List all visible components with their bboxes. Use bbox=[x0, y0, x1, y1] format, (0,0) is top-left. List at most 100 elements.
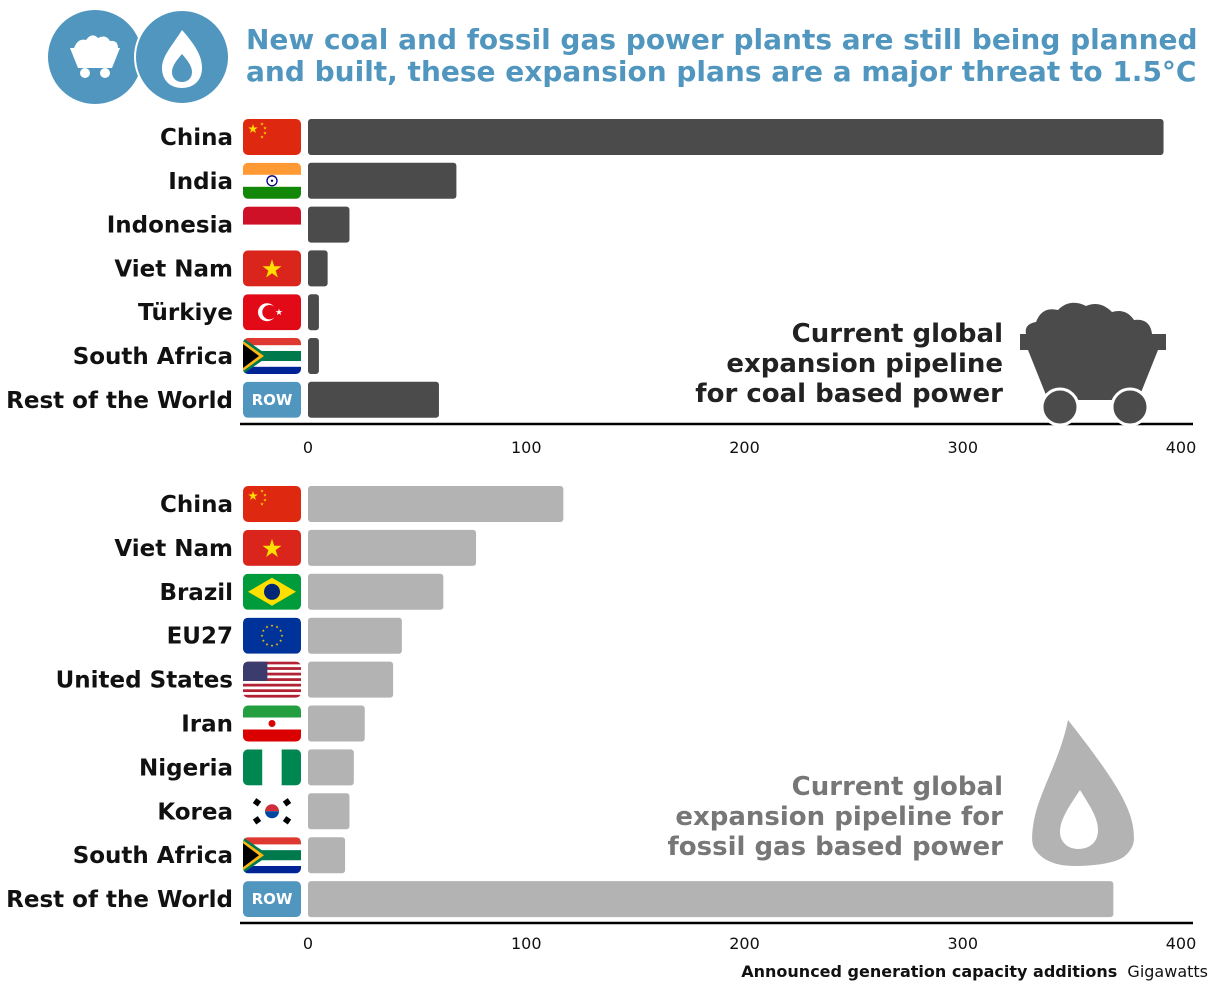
pipeline-annotation: Current global expansion pipeline for foss… bbox=[667, 772, 1003, 862]
bar bbox=[308, 162, 457, 199]
bar-row: Viet Nam bbox=[114, 529, 477, 566]
flame-large-icon bbox=[1032, 720, 1134, 866]
bar bbox=[308, 486, 564, 522]
category-label: South Africa bbox=[73, 344, 233, 370]
flag-south-africa-icon bbox=[243, 338, 301, 374]
x-tick-label: 100 bbox=[511, 934, 542, 953]
x-tick-label: 200 bbox=[729, 438, 760, 457]
bar bbox=[308, 338, 319, 374]
x-axis-title: Announced generation capacity additions … bbox=[741, 962, 1208, 981]
bar-row: Brazil bbox=[159, 573, 444, 610]
bar bbox=[308, 250, 328, 287]
bar-row: China bbox=[160, 119, 1164, 155]
flag-nigeria-icon bbox=[243, 749, 301, 786]
category-label: Viet Nam bbox=[114, 536, 233, 562]
row-badge-text: ROW bbox=[252, 391, 293, 409]
x-tick-label: 100 bbox=[511, 438, 542, 457]
x-tick-label: 300 bbox=[947, 934, 978, 953]
chart-title-line-1: New coal and fossil gas power plants are… bbox=[246, 23, 1198, 56]
category-label: EU27 bbox=[167, 624, 233, 650]
chart-panel-gas: China Viet Nam Brazil EU27 United States Iran… bbox=[6, 486, 1196, 953]
flag-viet-nam-icon bbox=[243, 529, 301, 566]
x-axis-unit: Gigawatts bbox=[1127, 962, 1208, 981]
chart-title: New coal and fossil gas power plants are… bbox=[246, 24, 1206, 88]
coal-cart-icon bbox=[48, 10, 142, 104]
x-tick-label: 0 bbox=[303, 438, 313, 457]
pipeline-annotation-line: expansion pipeline bbox=[726, 349, 1003, 379]
x-tick-label: 400 bbox=[1166, 934, 1197, 953]
chart-panel-coal: China India Indonesia Viet Nam Türkiye South … bbox=[6, 119, 1196, 457]
category-label: United States bbox=[56, 668, 233, 694]
pipeline-annotation: Current global expansion pipeline for coal… bbox=[695, 319, 1003, 409]
pipeline-annotation-line: Current global bbox=[792, 772, 1003, 802]
row-badge-text: ROW bbox=[252, 890, 293, 908]
bar-row: Indonesia bbox=[107, 206, 350, 243]
category-label: South Africa bbox=[73, 843, 233, 869]
flag-eu27-icon bbox=[243, 617, 301, 654]
bar bbox=[308, 206, 350, 243]
bar-row: China bbox=[160, 486, 564, 522]
bar bbox=[308, 881, 1114, 918]
pipeline-annotation-line: Current global bbox=[792, 319, 1003, 349]
flag-brazil-icon bbox=[243, 573, 301, 610]
bar-row: EU27 bbox=[167, 617, 402, 654]
bar-row: Nigeria bbox=[139, 749, 354, 786]
category-label: Rest of the World bbox=[6, 388, 233, 414]
bar bbox=[308, 793, 350, 830]
category-label: Nigeria bbox=[139, 755, 233, 781]
bar bbox=[308, 705, 365, 742]
panels-layer: China India Indonesia Viet Nam Türkiye South … bbox=[6, 119, 1196, 953]
bar bbox=[308, 617, 402, 654]
bar bbox=[308, 837, 346, 874]
flame-icon bbox=[134, 10, 230, 105]
category-label: Iran bbox=[181, 712, 233, 738]
bar bbox=[308, 529, 477, 566]
bar bbox=[308, 661, 394, 698]
category-label: Brazil bbox=[159, 580, 233, 606]
pipeline-annotation-line: expansion pipeline for bbox=[675, 802, 1003, 832]
flag-viet-nam-icon bbox=[243, 250, 301, 287]
chart-title-line-2: and built, these expansion plans are a m… bbox=[246, 55, 1197, 88]
flag-turkiye-icon bbox=[243, 294, 301, 331]
bar-row: Viet Nam bbox=[114, 250, 328, 287]
bar-row: South Africa bbox=[73, 338, 319, 374]
coal-cart-large-icon bbox=[1020, 302, 1166, 427]
flag-indonesia-icon bbox=[243, 206, 301, 243]
category-label: Rest of the World bbox=[6, 887, 233, 913]
bar bbox=[308, 749, 354, 786]
pipeline-annotation-line: for coal based power bbox=[695, 379, 1003, 409]
bar bbox=[308, 294, 319, 331]
category-label: Viet Nam bbox=[114, 256, 233, 282]
category-label: Türkiye bbox=[138, 300, 233, 326]
flag-korea-icon bbox=[243, 793, 301, 830]
bar-row: Türkiye bbox=[138, 294, 319, 331]
bar bbox=[308, 381, 439, 418]
flag-iran-icon bbox=[243, 705, 301, 742]
x-tick-label: 300 bbox=[947, 438, 978, 457]
header-icons bbox=[48, 10, 230, 105]
flag-india-icon bbox=[243, 162, 301, 199]
bar-row: Korea bbox=[157, 793, 350, 830]
category-label: Indonesia bbox=[107, 213, 233, 239]
flag-united-states-icon bbox=[243, 661, 301, 698]
flag-south-africa-icon bbox=[243, 837, 301, 874]
bar bbox=[308, 119, 1164, 155]
bar bbox=[308, 573, 444, 610]
flag-china-icon bbox=[243, 486, 301, 522]
row-badge: ROW bbox=[243, 881, 301, 918]
bar-row: Rest of the World ROW bbox=[6, 881, 1114, 918]
bar-row: United States bbox=[56, 661, 394, 698]
bar-row: India bbox=[168, 162, 457, 199]
bar-row: Rest of the World ROW bbox=[6, 381, 439, 418]
category-label: Korea bbox=[157, 799, 233, 825]
bar-row: South Africa bbox=[73, 837, 346, 874]
x-tick-label: 200 bbox=[729, 934, 760, 953]
flag-china-icon bbox=[243, 119, 301, 155]
row-badge: ROW bbox=[243, 381, 301, 418]
category-label: India bbox=[168, 169, 233, 195]
pipeline-annotation-line: fossil gas based power bbox=[667, 832, 1003, 862]
x-tick-label: 0 bbox=[303, 934, 313, 953]
x-axis-title-text: Announced generation capacity additions bbox=[741, 962, 1118, 981]
bar-row: Iran bbox=[181, 705, 365, 742]
